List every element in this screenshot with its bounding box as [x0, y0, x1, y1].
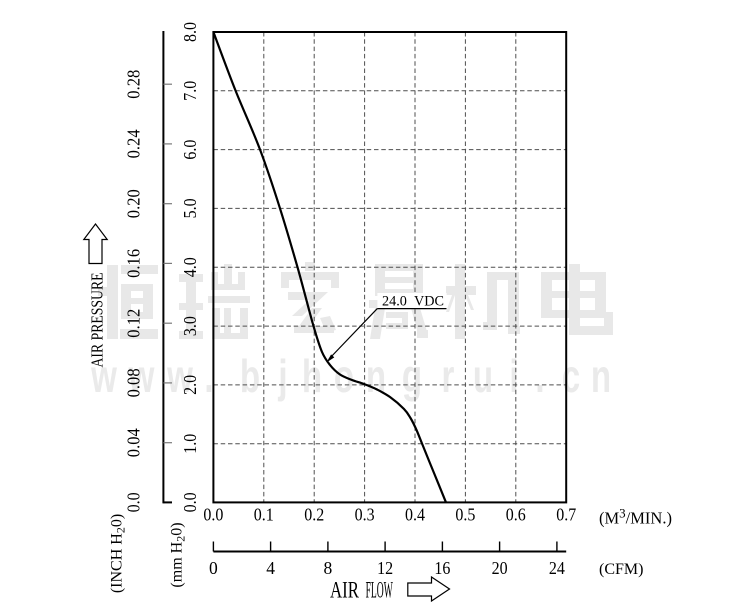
- svg-text:0.12: 0.12: [124, 309, 144, 338]
- svg-text:0.20: 0.20: [124, 189, 144, 218]
- svg-text:20: 20: [492, 558, 508, 578]
- svg-text:w: w: [166, 352, 193, 402]
- svg-text:4: 4: [266, 558, 275, 578]
- svg-text:u: u: [473, 352, 493, 402]
- svg-text:12: 12: [377, 558, 393, 578]
- svg-text:0.5: 0.5: [455, 505, 475, 525]
- svg-text:0.2: 0.2: [304, 505, 324, 525]
- svg-text:AIR PRESSURE: AIR PRESSURE: [88, 273, 107, 368]
- svg-text:c: c: [562, 352, 580, 402]
- svg-text:6.0: 6.0: [180, 139, 200, 159]
- svg-text:FLOW: FLOW: [366, 578, 393, 603]
- svg-text:w: w: [128, 352, 155, 402]
- svg-text:0.16: 0.16: [124, 249, 144, 278]
- svg-text:8: 8: [324, 558, 333, 578]
- svg-text:24.0 VDC: 24.0 VDC: [382, 294, 444, 310]
- svg-text:(M3/MIN.): (M3/MIN.): [599, 506, 672, 528]
- svg-text:n: n: [591, 352, 611, 402]
- svg-text:(INCH H20): (INCH H20): [109, 514, 128, 593]
- svg-text:0.1: 0.1: [254, 505, 274, 525]
- svg-text:0: 0: [209, 558, 218, 578]
- svg-text:w: w: [90, 352, 117, 402]
- svg-text:3.0: 3.0: [180, 316, 200, 336]
- svg-text:AIR: AIR: [330, 578, 359, 603]
- svg-text:(CFM): (CFM): [599, 561, 643, 578]
- svg-text:0.4: 0.4: [405, 505, 425, 525]
- svg-text:0.0: 0.0: [203, 505, 223, 525]
- svg-text:.: .: [535, 352, 544, 402]
- svg-text:r: r: [442, 352, 455, 402]
- svg-text:0.6: 0.6: [506, 505, 526, 525]
- svg-text:g: g: [402, 352, 422, 402]
- svg-text:5.0: 5.0: [180, 198, 200, 218]
- svg-text:0.3: 0.3: [355, 505, 375, 525]
- svg-text:0.0: 0.0: [180, 492, 200, 512]
- svg-text:4.0: 4.0: [180, 257, 200, 277]
- svg-text:0.04: 0.04: [124, 428, 144, 457]
- svg-text:16: 16: [434, 558, 450, 578]
- svg-text:7.0: 7.0: [180, 81, 200, 101]
- svg-text:0.28: 0.28: [124, 69, 144, 98]
- svg-text:j: j: [278, 352, 288, 402]
- svg-text:0.7: 0.7: [556, 505, 576, 525]
- svg-text:24: 24: [549, 558, 565, 578]
- svg-text:0.24: 0.24: [124, 129, 144, 158]
- svg-text:h: h: [302, 352, 322, 402]
- svg-text:.: .: [204, 352, 213, 402]
- svg-text:i: i: [509, 352, 518, 402]
- svg-text:2.0: 2.0: [180, 375, 200, 395]
- svg-text:0.08: 0.08: [124, 368, 144, 397]
- svg-text:0.0: 0.0: [124, 492, 144, 512]
- svg-text:8.0: 8.0: [180, 22, 200, 42]
- svg-text:1.0: 1.0: [180, 433, 200, 453]
- svg-text:b: b: [240, 352, 260, 402]
- svg-text:n: n: [366, 352, 386, 402]
- svg-text:(mm H20): (mm H20): [169, 522, 188, 587]
